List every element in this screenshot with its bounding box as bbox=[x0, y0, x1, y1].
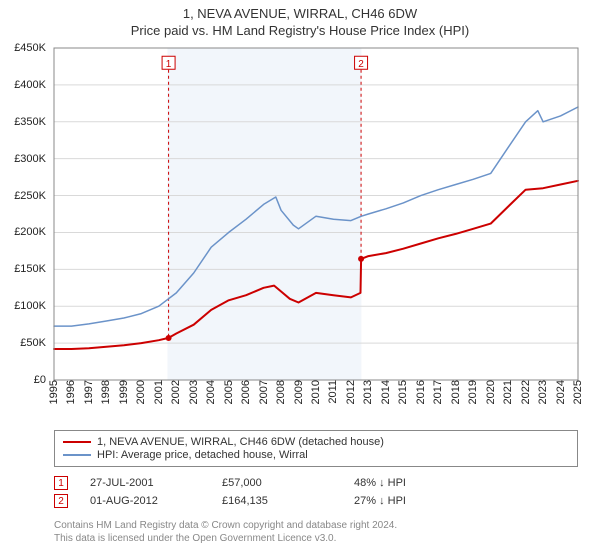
x-tick-label: 1999 bbox=[118, 380, 130, 404]
y-tick-label: £150K bbox=[14, 263, 46, 275]
x-tick-label: 2000 bbox=[135, 380, 147, 404]
sale-marker-1: 1 bbox=[54, 476, 68, 490]
y-tick-label: £350K bbox=[14, 116, 46, 128]
sale-date: 27-JUL-2001 bbox=[90, 477, 200, 489]
sale-row: 1 27-JUL-2001 £57,000 48% ↓ HPI bbox=[54, 476, 578, 490]
y-tick-label: £50K bbox=[20, 337, 46, 349]
x-tick-label: 1995 bbox=[48, 380, 60, 404]
y-tick-label: £100K bbox=[14, 300, 46, 312]
x-tick-label: 2024 bbox=[555, 380, 567, 404]
footnote: Contains HM Land Registry data © Crown c… bbox=[54, 520, 578, 545]
y-tick-label: £300K bbox=[14, 153, 46, 165]
x-axis-ticks: 1995199619971998199920002001200220032004… bbox=[54, 380, 578, 426]
sale-marker-number: 1 bbox=[166, 59, 172, 70]
legend-label-subject: 1, NEVA AVENUE, WIRRAL, CH46 6DW (detach… bbox=[97, 436, 384, 448]
x-tick-label: 2022 bbox=[520, 380, 532, 404]
x-tick-label: 2007 bbox=[258, 380, 270, 404]
legend-swatch-subject bbox=[63, 441, 91, 443]
legend-row: 1, NEVA AVENUE, WIRRAL, CH46 6DW (detach… bbox=[63, 436, 569, 448]
legend-swatch-hpi bbox=[63, 454, 91, 456]
x-tick-label: 2009 bbox=[293, 380, 305, 404]
x-tick-label: 1997 bbox=[83, 380, 95, 404]
chart-area: 12 £0£50K£100K£150K£200K£250K£300K£350K£… bbox=[54, 48, 578, 380]
sales-table: 1 27-JUL-2001 £57,000 48% ↓ HPI 2 01-AUG… bbox=[54, 472, 578, 512]
title-block: 1, NEVA AVENUE, WIRRAL, CH46 6DW Price p… bbox=[0, 0, 600, 38]
x-tick-label: 2002 bbox=[170, 380, 182, 404]
x-tick-label: 2012 bbox=[345, 380, 357, 404]
x-tick-label: 2014 bbox=[380, 380, 392, 404]
chart-title-subtitle: Price paid vs. HM Land Registry's House … bbox=[0, 23, 600, 38]
sale-price: £164,135 bbox=[222, 495, 332, 507]
x-tick-label: 2008 bbox=[275, 380, 287, 404]
sale-marker-number: 2 bbox=[358, 59, 364, 70]
y-axis-ticks: £0£50K£100K£150K£200K£250K£300K£350K£400… bbox=[0, 48, 50, 380]
sale-delta: 27% ↓ HPI bbox=[354, 495, 464, 507]
x-tick-label: 2018 bbox=[450, 380, 462, 404]
x-tick-label: 2016 bbox=[415, 380, 427, 404]
sale-row: 2 01-AUG-2012 £164,135 27% ↓ HPI bbox=[54, 494, 578, 508]
chart-svg: 12 bbox=[54, 48, 578, 380]
x-tick-label: 2020 bbox=[485, 380, 497, 404]
x-tick-label: 2006 bbox=[240, 380, 252, 404]
x-tick-label: 2004 bbox=[205, 380, 217, 404]
x-tick-label: 2013 bbox=[362, 380, 374, 404]
sale-marker-2: 2 bbox=[54, 494, 68, 508]
y-tick-label: £250K bbox=[14, 190, 46, 202]
legend-label-hpi: HPI: Average price, detached house, Wirr… bbox=[97, 449, 308, 461]
x-tick-label: 2019 bbox=[467, 380, 479, 404]
x-tick-label: 2023 bbox=[537, 380, 549, 404]
y-tick-label: £450K bbox=[14, 42, 46, 54]
legend-box: 1, NEVA AVENUE, WIRRAL, CH46 6DW (detach… bbox=[54, 430, 578, 467]
legend-row: HPI: Average price, detached house, Wirr… bbox=[63, 449, 569, 461]
y-tick-label: £200K bbox=[14, 226, 46, 238]
x-tick-label: 2025 bbox=[572, 380, 584, 404]
footnote-line2: This data is licensed under the Open Gov… bbox=[54, 533, 578, 546]
x-tick-label: 2003 bbox=[188, 380, 200, 404]
chart-title-address: 1, NEVA AVENUE, WIRRAL, CH46 6DW bbox=[0, 6, 600, 21]
x-tick-label: 2017 bbox=[432, 380, 444, 404]
x-tick-label: 2021 bbox=[502, 380, 514, 404]
chart-container: 1, NEVA AVENUE, WIRRAL, CH46 6DW Price p… bbox=[0, 0, 600, 560]
sale-date: 01-AUG-2012 bbox=[90, 495, 200, 507]
y-tick-label: £400K bbox=[14, 79, 46, 91]
footnote-line1: Contains HM Land Registry data © Crown c… bbox=[54, 520, 578, 533]
x-tick-label: 2001 bbox=[153, 380, 165, 404]
x-tick-label: 2005 bbox=[223, 380, 235, 404]
x-tick-label: 2010 bbox=[310, 380, 322, 404]
sale-delta: 48% ↓ HPI bbox=[354, 477, 464, 489]
x-tick-label: 1996 bbox=[65, 380, 77, 404]
x-tick-label: 2015 bbox=[397, 380, 409, 404]
sale-price: £57,000 bbox=[222, 477, 332, 489]
highlight-band bbox=[168, 48, 362, 380]
x-tick-label: 2011 bbox=[327, 380, 339, 404]
x-tick-label: 1998 bbox=[100, 380, 112, 404]
y-tick-label: £0 bbox=[34, 374, 46, 386]
